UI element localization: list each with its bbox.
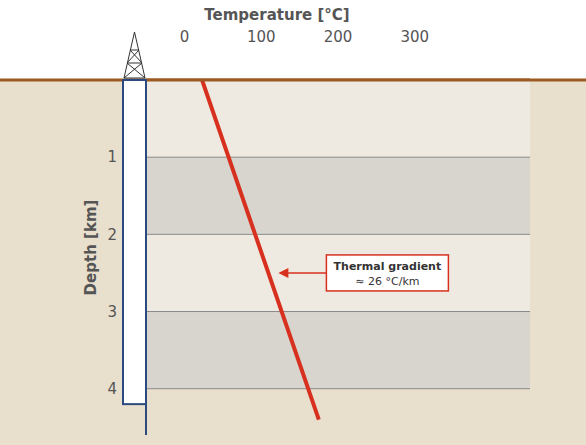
svg-text:0: 0 [180, 28, 190, 46]
svg-text:3: 3 [107, 303, 117, 321]
svg-text:≈ 26 °C/km: ≈ 26 °C/km [355, 275, 419, 288]
svg-text:4: 4 [107, 380, 117, 398]
svg-text:2: 2 [107, 226, 117, 244]
svg-text:Temperature [°C]: Temperature [°C] [204, 6, 349, 24]
svg-text:200: 200 [324, 28, 353, 46]
svg-text:300: 300 [400, 28, 429, 46]
svg-text:1: 1 [107, 148, 117, 166]
svg-text:Depth [km]: Depth [km] [82, 200, 100, 296]
svg-text:Thermal gradient: Thermal gradient [334, 260, 442, 273]
svg-text:100: 100 [247, 28, 276, 46]
